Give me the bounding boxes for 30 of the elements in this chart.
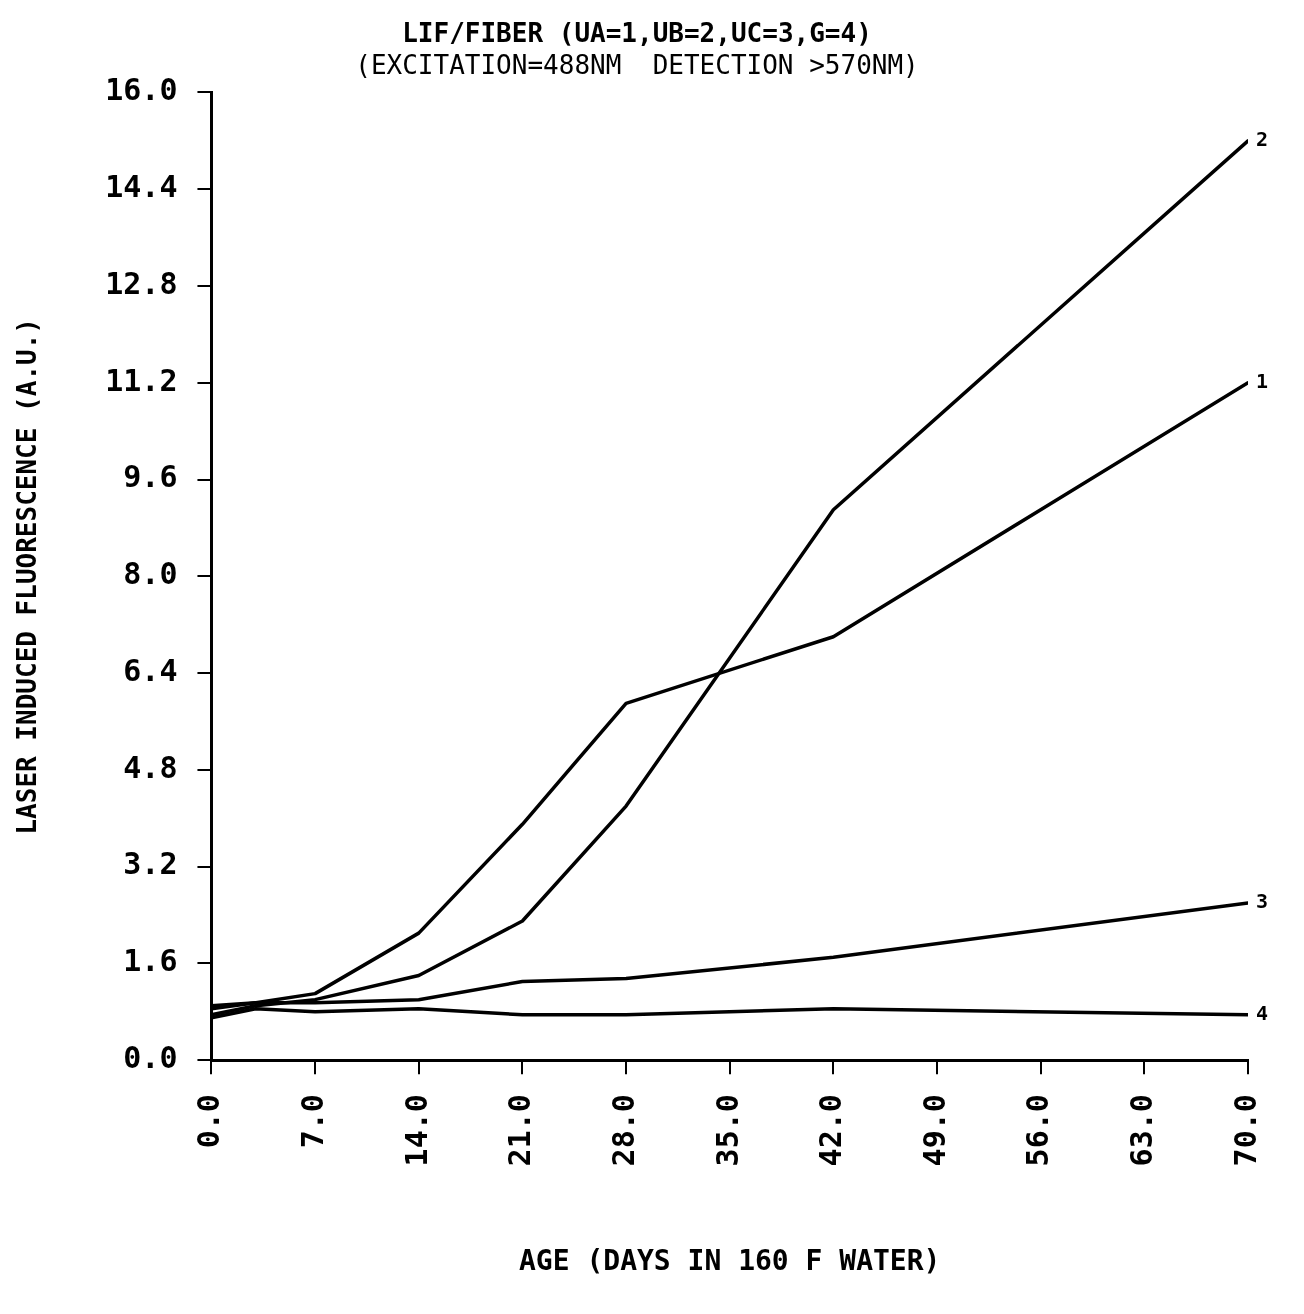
x-tick-label: 21.0 [502, 1094, 538, 1167]
x-tick-label: 35.0 [709, 1094, 745, 1167]
y-tick-label: 6.4 [123, 652, 178, 688]
chart-title: LIF/FIBER (UA=1,UB=2,UC=3,G=4) [402, 18, 872, 49]
chart-subtitle: (EXCITATION=488NM DETECTION >570NM) [355, 49, 919, 80]
x-tick-label: 42.0 [813, 1094, 849, 1167]
x-tick-label: 63.0 [1124, 1094, 1160, 1167]
y-tick-label: 1.6 [123, 943, 178, 979]
y-axis-title: LASER INDUCED FLUORESCENCE (A.U.) [12, 318, 43, 835]
y-tick-label: 3.2 [123, 846, 178, 882]
x-tick-label: 28.0 [605, 1094, 641, 1167]
y-tick-label: 9.6 [123, 459, 178, 495]
y-tick-label: 4.8 [123, 749, 178, 785]
y-tick-label: 8.0 [123, 556, 178, 592]
series-label: 2 [1256, 126, 1269, 151]
series-label: 1 [1256, 368, 1269, 393]
y-tick-label: 0.0 [123, 1039, 178, 1075]
x-tick-label: 70.0 [1227, 1094, 1263, 1167]
series-label: 3 [1256, 889, 1269, 914]
series-label: 4 [1256, 1000, 1269, 1025]
y-tick-label: 16.0 [105, 72, 178, 108]
x-tick-label: 7.0 [294, 1094, 330, 1149]
y-tick-label: 12.8 [105, 265, 178, 301]
y-tick-label: 14.4 [105, 168, 178, 204]
x-tick-label: 0.0 [191, 1094, 227, 1149]
x-tick-label: 14.0 [398, 1094, 434, 1167]
x-tick-label: 56.0 [1020, 1094, 1056, 1167]
x-axis-title: AGE (DAYS IN 160 F WATER) [519, 1244, 941, 1278]
x-tick-label: 49.0 [916, 1094, 952, 1167]
y-tick-label: 11.2 [105, 362, 178, 398]
